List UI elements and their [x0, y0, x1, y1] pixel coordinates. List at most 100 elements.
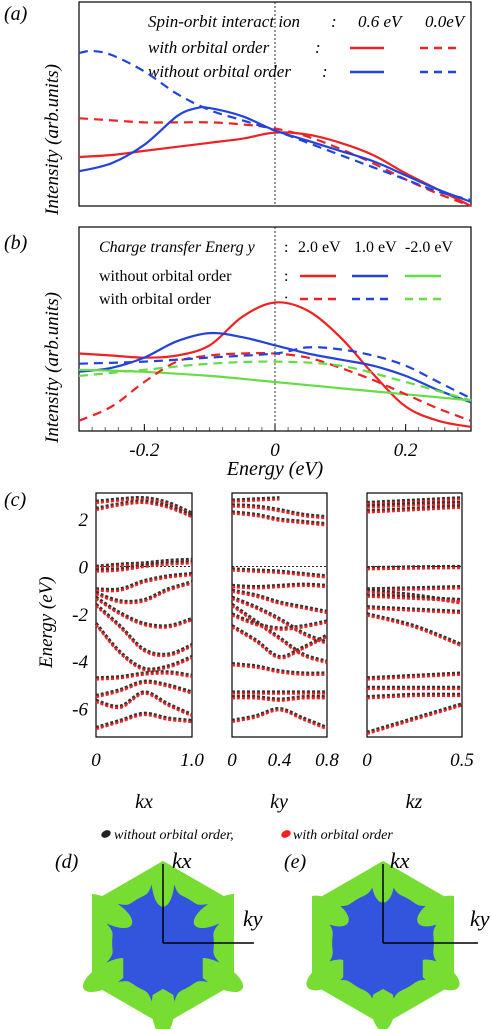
panel-d-ky-label: ky	[243, 906, 263, 931]
panel-b-ylabel: Intensity (arb.units)	[42, 292, 63, 444]
subpanel-kz-frame	[366, 492, 463, 738]
band-with-orbital-order	[95, 501, 193, 519]
band-without-orbital-order	[95, 595, 193, 628]
band-without-orbital-order	[231, 510, 328, 526]
xtick-label: 0	[362, 750, 372, 771]
band-without-orbital-order	[94, 603, 193, 656]
band-with-orbital-order	[95, 692, 193, 718]
outer-lobe	[193, 893, 244, 929]
band-with-orbital-order	[231, 626, 328, 660]
series-with-1-0	[78, 346, 472, 400]
panel-b: (b) Intensity (arb.units) Charge transfe…	[4, 226, 472, 480]
band-with-orbital-order	[231, 584, 328, 590]
panel-b-curves	[78, 301, 472, 428]
xtick-label: 0.5	[450, 750, 474, 771]
xtick-label: 0.2	[394, 440, 418, 461]
outer-lobe	[417, 895, 460, 927]
xtick-label: -0.2	[129, 440, 160, 461]
ytick-label: -6	[72, 700, 88, 721]
ytick-label: 2	[79, 510, 89, 531]
legend-a-row-2-sep: :	[322, 62, 328, 81]
band-with-orbital-order	[366, 502, 463, 509]
band-with-orbital-order	[95, 597, 193, 629]
band-without-orbital-order	[95, 690, 193, 716]
panel-c: (c) Energy (eV) 2 0 -2 -4 -6 0 1.0 0 0.4 0.8 0 0.5…	[4, 489, 474, 843]
series-with-0-6	[78, 131, 472, 207]
legend-b-col-1: 2.0 eV	[298, 239, 341, 256]
subpanel-kx-xlabel: kx	[135, 791, 153, 813]
panel-e-ky-label: ky	[470, 906, 490, 931]
band-without-orbital-order	[95, 580, 193, 604]
band-without-orbital-order	[231, 662, 328, 675]
subpanel-kz-xlabel: kz	[406, 791, 423, 813]
band-with-orbital-order	[366, 704, 463, 736]
band-without-orbital-order	[231, 496, 280, 502]
band-with-orbital-order	[231, 498, 280, 503]
band-without-orbital-order	[94, 622, 193, 671]
outer-lobe	[306, 895, 349, 927]
legend-a-row-2: without orbital order	[148, 62, 291, 81]
band-with-orbital-order	[95, 605, 193, 658]
band-without-orbital-order	[366, 564, 463, 570]
legend-a-col-1: 0.6 eV	[358, 12, 404, 31]
panel-d-kx-label: kx	[172, 848, 192, 873]
band-without-orbital-order	[95, 557, 193, 568]
band-without-orbital-order	[231, 567, 328, 578]
legend-a-col-2: 0.0eV	[425, 12, 467, 31]
band-with-orbital-order	[95, 713, 193, 731]
legend-c-red-marker	[281, 830, 291, 838]
xtick-label: 0	[91, 750, 101, 771]
panel-e-fermi-surface	[306, 861, 460, 1029]
band-without-orbital-order	[231, 694, 328, 701]
band-with-orbital-order	[95, 582, 193, 605]
band-with-orbital-order	[231, 708, 328, 731]
band-with-orbital-order	[231, 696, 328, 702]
xtick-label: 0	[227, 750, 237, 771]
band-with-orbital-order	[95, 672, 193, 681]
band-without-orbital-order	[366, 593, 463, 602]
band-without-orbital-order	[95, 560, 193, 572]
series-without-0-6	[78, 105, 472, 203]
panel-a: (a) Intensity (arb.units) Spin-orbit int…	[4, 1, 472, 216]
band-with-orbital-order	[231, 505, 328, 520]
band-with-orbital-order	[231, 590, 328, 615]
band-without-orbital-order	[231, 582, 328, 589]
band-with-orbital-order	[366, 506, 463, 514]
panel-e-kx-label: kx	[390, 848, 410, 873]
legend-c-black-marker	[101, 830, 111, 838]
band-with-orbital-order	[366, 614, 463, 648]
panel-b-xticks: -0.2 0 0.2	[78, 424, 472, 461]
panel-e-label: (e)	[284, 851, 307, 873]
band-without-orbital-order	[95, 670, 193, 680]
xtick-label: 0	[270, 440, 280, 461]
band-without-orbital-order	[95, 495, 193, 515]
panel-a-label: (a)	[4, 3, 28, 25]
subpanel-kx-frame	[95, 492, 193, 738]
panel-a-legend: Spin-orbit interact ion : 0.6 eV 0.0eV w…	[148, 12, 467, 81]
band-without-orbital-order	[366, 504, 463, 513]
band-with-orbital-order	[366, 607, 463, 615]
series-with-0-0	[78, 117, 472, 208]
legend-b-col-2: 1.0 eV	[354, 239, 397, 256]
series-without-1-0	[78, 331, 472, 404]
xtick-label: 1.0	[180, 750, 204, 771]
band-with-orbital-order	[366, 673, 463, 681]
legend-a-header: Spin-orbit interact ion	[148, 12, 300, 31]
legend-a-header-sep: :	[331, 12, 337, 31]
band-with-orbital-order	[95, 681, 193, 699]
ytick-label: -4	[72, 652, 88, 673]
band-without-orbital-order	[231, 602, 328, 663]
series-with-2-0	[78, 360, 472, 402]
band-with-orbital-order	[231, 604, 328, 664]
panel-b-xlabel: Energy (eV)	[226, 458, 324, 480]
panel-d-label: (d)	[55, 851, 79, 873]
band-with-orbital-order	[95, 562, 193, 573]
legend-b-row-2: with orbital order	[99, 291, 212, 308]
band-without-orbital-order	[95, 679, 193, 698]
band-with-orbital-order	[366, 498, 463, 506]
panel-c-ylabel: Energy (eV)	[36, 576, 57, 669]
ytick-label: 0	[79, 557, 89, 578]
legend-a-row-1-sep: :	[315, 38, 321, 57]
band-without-orbital-order	[366, 702, 463, 734]
